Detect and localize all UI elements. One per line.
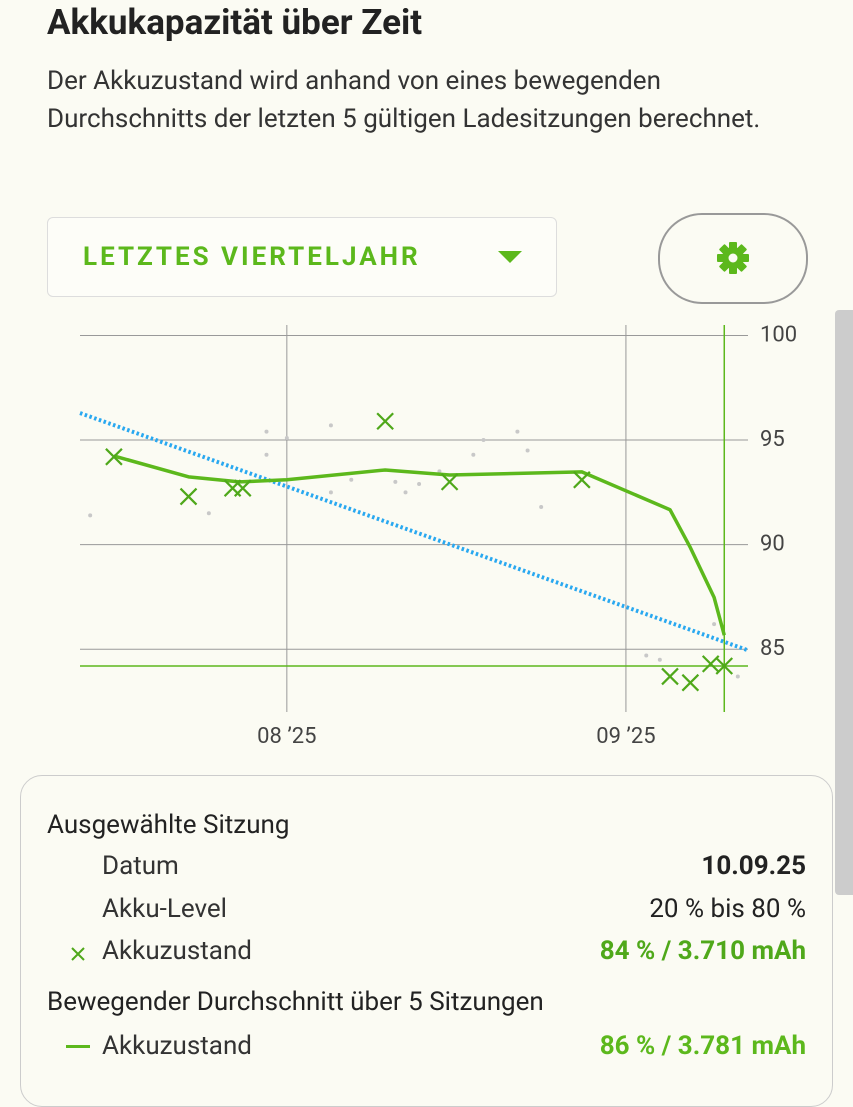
- row-label: Akkuzustand: [102, 1031, 252, 1061]
- session-dot: [328, 423, 333, 428]
- x-tick-label: 08 ’25: [257, 724, 316, 749]
- session-marker: [573, 471, 591, 489]
- title: Akkukapazität über Zeit: [47, 2, 423, 43]
- gear-icon: [717, 242, 749, 274]
- session-marker: [715, 657, 734, 675]
- description: Der Akkuzustand wird anhand von eines be…: [47, 66, 761, 134]
- period-dropdown[interactable]: LETZTES VIERTELJAHR: [47, 217, 557, 297]
- session-dot: [417, 481, 422, 486]
- session-dot: [539, 504, 544, 509]
- line-icon: [66, 1045, 90, 1048]
- session-dot: [525, 448, 530, 453]
- dropdown-arrow: [498, 251, 522, 263]
- average-line: [113, 454, 726, 636]
- trend-line: [79, 411, 749, 653]
- settings-button[interactable]: [658, 213, 808, 304]
- session-dot: [393, 479, 398, 484]
- session-dot: [264, 429, 269, 434]
- row-value: 20 % bis 80 %: [649, 894, 806, 924]
- session-dot: [644, 653, 649, 658]
- session-dot: [88, 513, 93, 518]
- session-dot: [403, 490, 408, 495]
- session-dot: [349, 477, 354, 482]
- page: Akkukapazität über Zeit Der Akkuzustand …: [20, 2, 853, 1107]
- row-value: 84 % / 3.710 mAh: [599, 936, 806, 966]
- session-marker: [105, 448, 123, 466]
- session-dot: [328, 490, 333, 495]
- x-icon: [71, 947, 85, 961]
- row-value: 86 % / 3.781 mAh: [599, 1031, 806, 1061]
- y-tick-label: 90: [760, 531, 785, 556]
- row-label: Datum: [102, 851, 179, 881]
- row-label: Akkuzustand: [102, 936, 252, 966]
- session-dot: [515, 429, 520, 434]
- session-dot: [264, 452, 269, 457]
- scrollbar[interactable]: [835, 310, 853, 895]
- session-dot: [206, 511, 211, 516]
- session-dot: [284, 435, 289, 440]
- y-tick-label: 95: [760, 427, 785, 452]
- row-label: Akku-Level: [102, 894, 227, 924]
- section-title: Ausgewählte Sitzung: [47, 810, 290, 840]
- session-marker: [233, 479, 252, 497]
- section-title: Bewegender Durchschnitt über 5 Sitzungen: [47, 987, 544, 1017]
- y-tick-label: 100: [760, 322, 797, 347]
- session-marker: [661, 667, 679, 686]
- session-dot: [481, 438, 486, 443]
- session-dot: [712, 622, 717, 627]
- period-label: LETZTES VIERTELJAHR: [83, 242, 421, 272]
- chart: 100 95 90 85 08 ’25 09 ’25: [79, 322, 797, 749]
- session-marker: [179, 487, 198, 506]
- session-dot: [471, 452, 476, 457]
- session-marker: [681, 673, 700, 692]
- session-marker: [376, 412, 394, 431]
- session-dot: [657, 657, 662, 662]
- session-marker: [440, 473, 459, 491]
- row-value: 10.09.25: [701, 851, 806, 881]
- session-dot: [735, 674, 740, 679]
- y-tick-label: 85: [760, 636, 785, 661]
- x-tick-label: 09 ’25: [596, 724, 655, 749]
